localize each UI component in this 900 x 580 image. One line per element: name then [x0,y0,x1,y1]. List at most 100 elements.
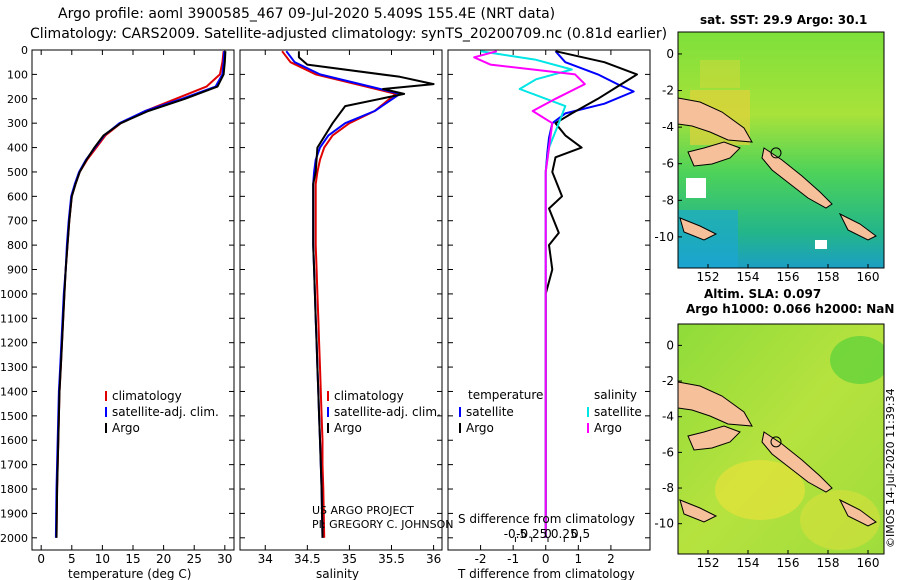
diff-legend-label: Argo [466,421,494,435]
sla-land-solomons [838,498,877,527]
sst-missing-patch-2 [815,240,827,249]
sst-land-newbritain-east [687,141,741,167]
sla-lat-tick-label: -6 [662,445,674,459]
sst-map-title: sat. SST: 29.9 Argo: 30.1 [700,13,867,27]
pi-annotation: PI: GREGORY C. JOHNSON [312,518,453,531]
salinity-xlabel: salinity [316,567,359,580]
difference-xlabel: T difference from climatology [457,567,635,580]
sst-lat-tick-label: -4 [662,120,674,134]
sst-lat-tick-label: -6 [662,157,674,171]
temperature-panel-frame [31,49,235,551]
temp-xtick-label: 20 [156,552,171,566]
depth-tick-label: 200 [7,93,28,106]
sst-land-bougainville [761,147,833,209]
sla-map-title-2: Argo h1000: 0.066 h2000: NaN [686,302,894,316]
sst-argo-position-marker [770,147,782,159]
temp-xtick-label: 25 [187,552,202,566]
sst-missing-patch [686,178,706,198]
sla-land-bougainville [761,431,833,493]
sst-lon-tick-label: 154 [737,270,760,284]
diff-xtick-label: -2 [475,552,487,566]
diff-secondary-tick-label: 0.25 [551,527,578,541]
sst-lon-tick-label: 158 [817,270,840,284]
depth-tick-label: 1000 [0,288,28,301]
sst-land-south [679,217,718,241]
temp-series-argo [55,51,227,538]
depth-tick-label: 400 [7,142,28,155]
figure-titles: Argo profile: aoml 3900585_467 09-Jul-20… [0,0,670,48]
salinity-panel: 34 34.5 35 35.5 36 climatology satellite-adj. … [239,49,443,566]
sla-lat-tick-label: 0 [666,338,674,352]
sla-lat-tick-label: -4 [662,410,674,424]
sla-lat-tick-label: -2 [662,374,674,388]
sla-lat-tick-label: -10 [654,517,674,531]
sla-land-south [679,499,718,523]
diff-secondary-tick-label: 0 [544,527,552,541]
sla-lon-tick-label: 156 [777,556,800,570]
diff-legend-label: Argo [594,421,622,435]
sst-lon-tick-label: 156 [777,270,800,284]
depth-tick-label: 1200 [0,337,28,350]
difference-panel: -2 -1 0 1 2 temperature salinity satellite Argo s… [447,49,651,566]
s-difference-label: S difference from climatology [458,512,635,526]
salinity-panel-frame [239,49,443,551]
diff-secondary-tick-label: -0.5 [504,527,527,541]
depth-tick-label: 900 [7,264,28,277]
project-annotation: US ARGO PROJECT [312,504,414,517]
depth-tick-label: 1500 [0,410,28,423]
sst-cool-patch [678,210,738,268]
sla-high-patch-2 [800,490,880,550]
depth-tick-label: 1700 [0,459,28,472]
diff-xtick-label: -1 [507,552,519,566]
depth-tick-label: 700 [7,215,28,228]
sla-map: Altim. SLA: 0.097 Argo h1000: 0.066 h200… [654,287,894,570]
depth-tick-label: 1800 [0,483,28,496]
sla-lon-tick-label: 152 [697,556,720,570]
sla-lon-tick-label: 158 [817,556,840,570]
depth-tick-label: 0 [21,44,28,57]
temp-xtick-label: 15 [125,552,140,566]
sal-xtick-label: 36 [426,552,441,566]
sal-series-argo [297,51,435,538]
sla-map-title-1: Altim. SLA: 0.097 [704,287,821,301]
sst-lat-tick-label: -10 [654,230,674,244]
sal-legend-label: satellite-adj. clim. [334,405,441,419]
temp-legend-label: Argo [112,421,140,435]
sla-land-newbritain-east [687,425,741,451]
temp-xtick-label: 5 [68,552,76,566]
depth-tick-label: 500 [7,166,28,179]
depth-tick-label: 100 [7,68,28,81]
imos-credit: ©IMOS 14-Jul-2020 11:39:34 [884,388,897,548]
temperature-panel: 0 5 10 15 20 25 30 climatology satellite-adj. cl… [31,49,235,566]
sla-map-frame [677,323,885,555]
diff-legend-label: satellite [594,405,642,419]
sst-lon-tick-label: 152 [697,270,720,284]
temp-xtick-label: 0 [37,552,45,566]
sal-xtick-label: 34 [258,552,273,566]
sla-lon-tick-label: 154 [737,556,760,570]
depth-tick-label: 300 [7,117,28,130]
temp-legend-label: climatology [112,389,182,403]
difference-panel-frame [447,49,651,551]
depth-tick-label: 1100 [0,312,28,325]
sst-warm-patch-north [700,60,740,88]
depth-tick-label: 1400 [0,385,28,398]
sal-legend-label: climatology [334,389,404,403]
temp-legend-label: satellite-adj. clim. [112,405,219,419]
sal-xtick-label: 34.5 [294,552,321,566]
diff-secondary-tick-label: 0.5 [571,527,590,541]
sst-lat-tick-label: -8 [662,193,674,207]
title-line-1: Argo profile: aoml 3900585_467 09-Jul-20… [58,6,556,22]
sst-lat-tick-label: -2 [662,84,674,98]
diff-legend-label: satellite [466,405,514,419]
diff-series-salinity-argo [473,50,586,538]
sal-legend-label: Argo [334,421,362,435]
diff-xtick-label: 1 [575,552,583,566]
depth-tick-label: 800 [7,239,28,252]
title-line-2: Climatology: CARS2009. Satellite-adjuste… [30,26,668,42]
sal-xtick-label: 35 [342,552,357,566]
depth-tick-label: 600 [7,190,28,203]
depth-axis: 0 100 200 300 400 500 600 700 800 900 1000 1100 1200… [0,44,650,545]
sst-lat-tick-label: 0 [666,47,674,61]
